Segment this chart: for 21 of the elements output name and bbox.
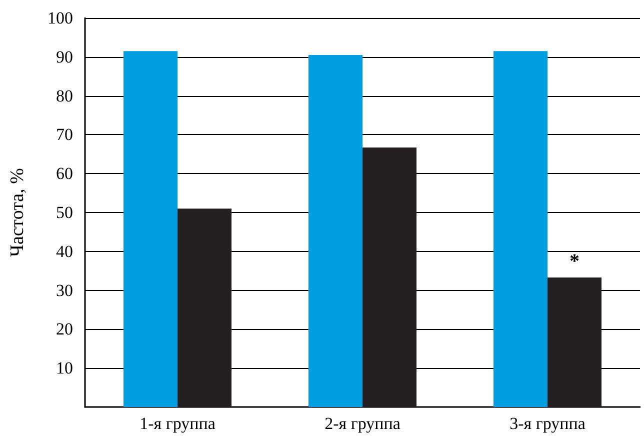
bar xyxy=(548,277,602,407)
y-tick-label: 30 xyxy=(56,280,73,300)
y-axis-title: Частота, % xyxy=(7,168,28,257)
bar xyxy=(362,148,416,407)
annotation: * xyxy=(570,250,580,272)
y-tick-label: 40 xyxy=(56,242,73,261)
y-tick-label: 50 xyxy=(56,203,73,222)
x-tick-label: 2-я группа xyxy=(324,414,401,433)
y-tick-label: 60 xyxy=(56,164,73,184)
y-tick-label: 20 xyxy=(56,320,73,339)
bar xyxy=(124,51,178,407)
x-tick-label: 1-я группа xyxy=(140,414,216,433)
y-tick-label: 90 xyxy=(56,47,73,66)
x-tick-label: 3-я группа xyxy=(510,414,586,433)
y-tick-label: 70 xyxy=(56,125,73,144)
y-tick-label: 10 xyxy=(56,358,73,378)
y-tick-label: 80 xyxy=(56,86,73,106)
bar xyxy=(178,208,232,407)
y-tick-label: 100 xyxy=(48,8,73,28)
bar xyxy=(494,51,548,407)
bar xyxy=(308,54,362,407)
